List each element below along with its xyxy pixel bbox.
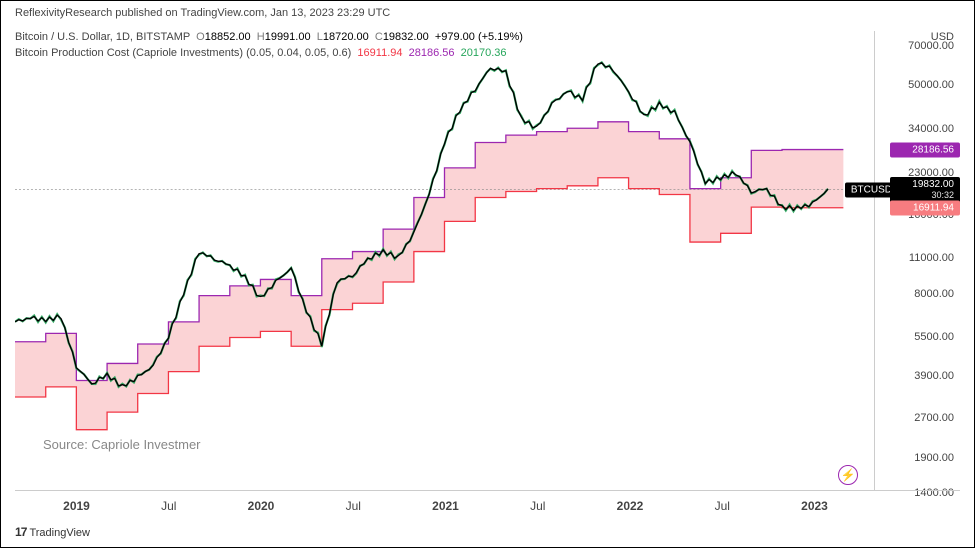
production-cost-band [15, 122, 843, 430]
c-value: 19832.00 [383, 31, 429, 43]
l-value: 18720.00 [323, 31, 369, 43]
x-tick: Jul [346, 499, 361, 513]
y-tick: 34000.00 [908, 123, 954, 135]
chart-container: ReflexivityResearch published on Trading… [0, 0, 975, 548]
y-tick: 11000.00 [909, 252, 954, 264]
x-axis[interactable]: 2019 Jul 2020 Jul 2021 Jul 2022 Jul 2023 [15, 499, 874, 519]
publisher-line: ReflexivityResearch published on Trading… [15, 7, 390, 19]
indicator-name: Bitcoin Production Cost (Capriole Invest… [15, 47, 243, 59]
y-tick: 5500.00 [914, 331, 954, 343]
tradingview-brand[interactable]: 17 TradingView [15, 525, 90, 539]
price-tag: 19832.0030:32 [890, 177, 960, 203]
replay-icon[interactable]: ⚡ [838, 465, 858, 485]
y-tick: 50000.00 [908, 79, 954, 91]
o-value: 18852.00 [205, 31, 251, 43]
tv-logo-icon-2: 7 [21, 525, 27, 539]
x-tick: 2023 [801, 499, 828, 513]
indicator-v2: 28186.56 [409, 47, 455, 59]
o-label: O [196, 31, 205, 43]
y-tick: 3900.00 [914, 370, 954, 382]
x-tick: 2022 [617, 499, 644, 513]
c-label: C [375, 31, 383, 43]
x-axis-separator [15, 490, 960, 491]
currency-label: USD [931, 31, 954, 43]
x-tick: 2019 [63, 499, 90, 513]
indicator-legend[interactable]: Bitcoin Production Cost (Capriole Invest… [15, 47, 507, 59]
ohlc-legend[interactable]: Bitcoin / U.S. Dollar, 1D, BITSTAMP O188… [15, 31, 523, 43]
x-tick: Jul [715, 499, 730, 513]
indicator-v1: 16911.94 [357, 47, 402, 59]
x-tick: Jul [161, 499, 176, 513]
x-tick: Jul [530, 499, 545, 513]
indicator-v3: 20170.36 [461, 47, 507, 59]
y-axis-separator [874, 31, 875, 491]
x-tick: 2021 [432, 499, 459, 513]
change-value: +979.00 (+5.19%) [435, 31, 523, 43]
y-tick: 8000.00 [914, 288, 954, 300]
chart-plot-area[interactable] [15, 31, 874, 491]
y-axis[interactable]: 70000.0050000.0034000.0023000.0016000.00… [874, 31, 974, 491]
price-chart-svg [15, 31, 874, 491]
y-tick: 1900.00 [914, 452, 954, 464]
indicator-params: (0.05, 0.04, 0.05, 0.6) [246, 47, 351, 59]
price-tag: 16911.94 [890, 201, 960, 216]
h-value: 19991.00 [265, 31, 311, 43]
x-tick: 2020 [248, 499, 275, 513]
tv-brand-text: TradingView [29, 527, 90, 539]
symbol-label: Bitcoin / U.S. Dollar, 1D, BITSTAMP [15, 31, 190, 43]
source-attribution: Source: Capriole Investmer [43, 437, 201, 452]
h-label: H [257, 31, 265, 43]
y-tick: 2700.00 [914, 412, 954, 424]
y-tick: 1400.00 [914, 487, 954, 499]
price-tag: 28186.56 [890, 143, 960, 158]
